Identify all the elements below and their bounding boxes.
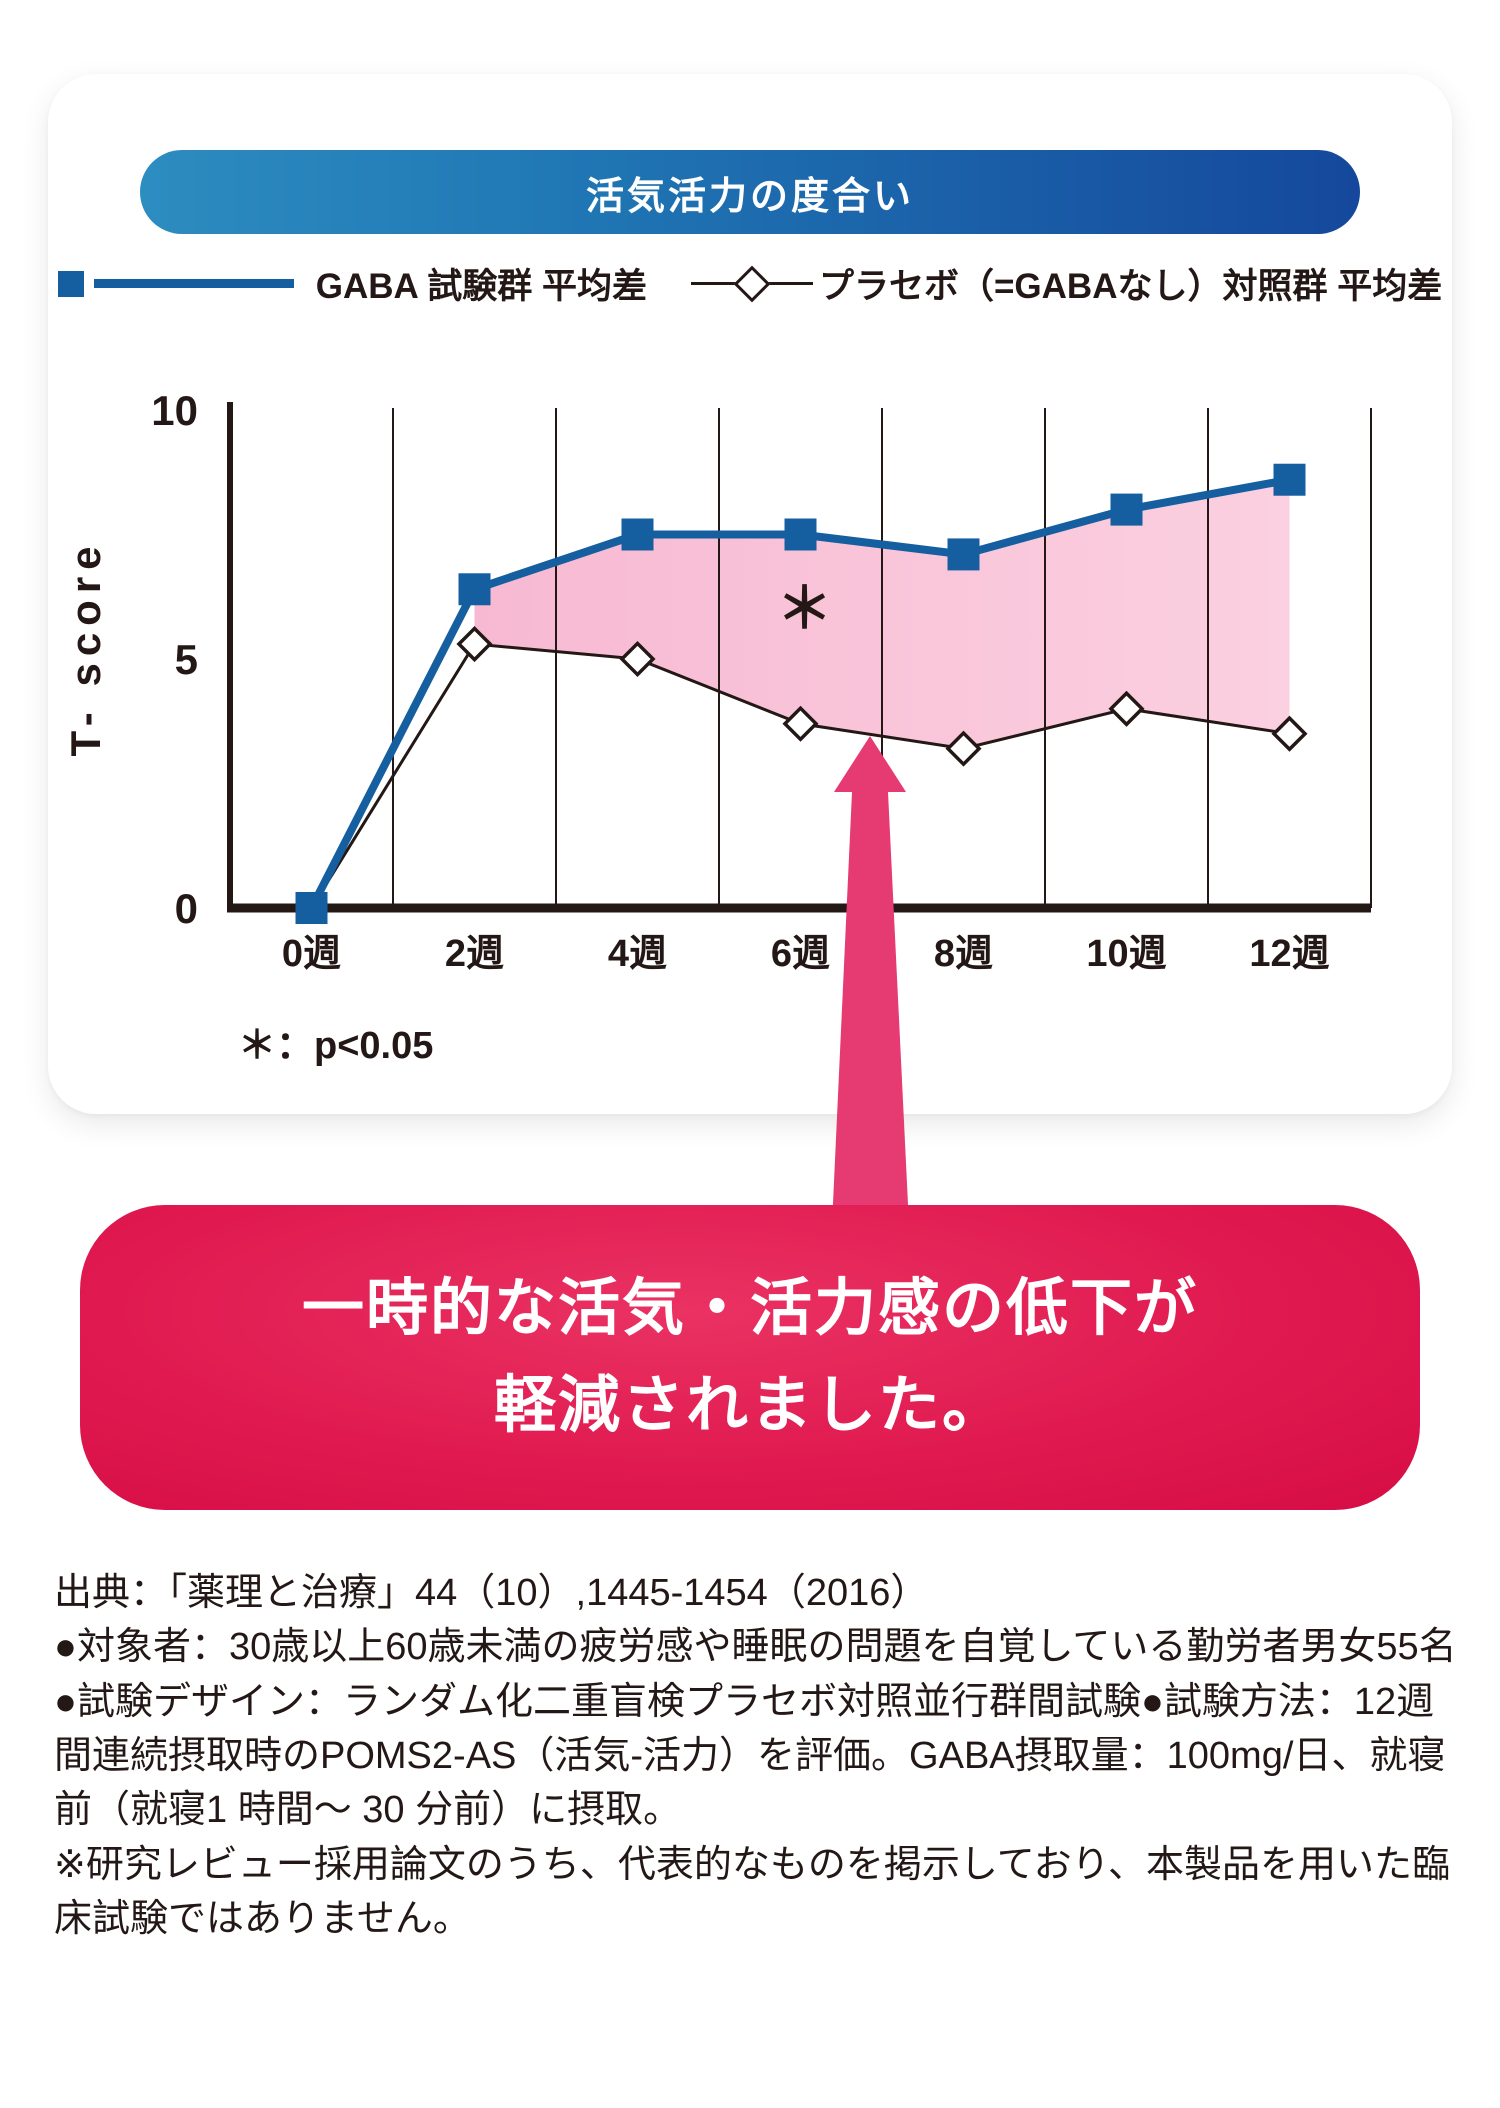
- footnote-method: ●対象者：30歳以上60歳未満の疲労感や睡眠の問題を自覚している勤労者男女55名…: [54, 1626, 1457, 1832]
- gaba-marker: [947, 538, 980, 571]
- chart-svg: 0 5 10 0週 2週 4週 6週 8週 10週 12週 T- score ＊: [62, 387, 1372, 975]
- placebo-marker: [456, 626, 493, 663]
- footnotes: 出典：「薬理と治療」44（10）,1445-1454（2016） ●対象者：30…: [54, 1566, 1458, 1946]
- significance-asterisk: ＊: [777, 577, 833, 640]
- gaba-marker: [1273, 463, 1306, 496]
- banner-line-2: 軽減されました。: [493, 1370, 1006, 1440]
- y-tick-label: 0: [175, 885, 198, 932]
- placebo-line-swatch-icon: [766, 282, 813, 285]
- footnote-source: 出典：「薬理と治療」44（10）,1445-1454（2016）: [54, 1572, 929, 1614]
- x-tick-label: 10週: [1086, 933, 1166, 975]
- y-tick-label: 5: [175, 636, 198, 683]
- placebo-marker: [1108, 690, 1145, 727]
- legend: GABA 試験群 平均差 プラセボ（=GABAなし）対照群 平均差: [48, 258, 1452, 309]
- result-banner: 一時的な活気・活力感の低下が 軽減されました。: [80, 1205, 1420, 1510]
- up-arrow-icon: [832, 736, 909, 1225]
- p-value-note: ＊：p<0.05: [238, 1025, 434, 1067]
- gaba-marker: [1110, 493, 1143, 526]
- gaba-square-marker-icon: [57, 270, 84, 297]
- footnote-disclaimer: ※研究レビュー採用論文のうち、代表的なものを掲示しており、本製品を用いた臨床試験…: [54, 1843, 1451, 1940]
- y-axis-title: T- score: [62, 539, 109, 756]
- x-tick-label: 2週: [445, 933, 504, 975]
- placebo-diamond-marker-icon: [733, 265, 771, 302]
- placebo-marker: [945, 730, 982, 767]
- placebo-marker: [782, 705, 819, 742]
- chart-title: 活気活力の度合い: [585, 175, 914, 218]
- legend-item-gaba: GABA 試験群 平均差: [57, 258, 647, 309]
- x-tick-label: 8週: [934, 933, 993, 975]
- gaba-marker: [621, 518, 654, 551]
- chart-title-pill: 活気活力の度合い: [140, 150, 1360, 234]
- gaba-line-swatch-icon: [93, 279, 294, 288]
- legend-label-gaba: GABA 試験群 平均差: [315, 267, 647, 306]
- x-tick-label: 4週: [608, 933, 667, 975]
- placebo-line-swatch-icon: [690, 282, 737, 285]
- placebo-marker: [1271, 715, 1308, 752]
- x-tick-label: 6週: [771, 933, 830, 975]
- x-tick-label: 0週: [282, 933, 341, 975]
- placebo-marker: [619, 640, 656, 678]
- y-tick-label: 10: [151, 387, 198, 434]
- gaba-marker: [295, 892, 328, 924]
- gaba-marker: [458, 573, 491, 606]
- legend-label-placebo: プラセボ（=GABAなし）対照群 平均差: [818, 267, 1443, 306]
- legend-item-placebo: プラセボ（=GABAなし）対照群 平均差: [690, 258, 1443, 309]
- x-tick-label: 12週: [1249, 933, 1329, 975]
- banner-line-1: 一時的な活気・活力感の低下が: [301, 1274, 1198, 1344]
- gaba-marker: [784, 518, 817, 551]
